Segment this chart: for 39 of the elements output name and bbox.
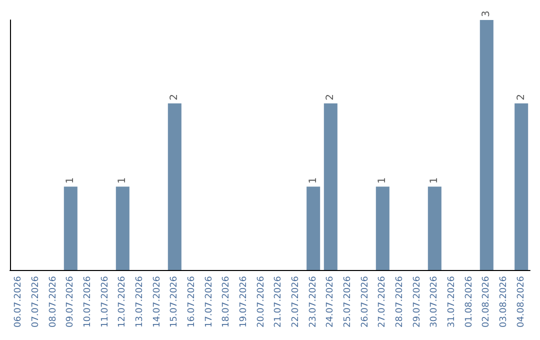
data-label: 1 xyxy=(429,177,440,184)
data-label: 1 xyxy=(65,177,76,184)
x-tick-label: 06.07.2026 xyxy=(14,276,24,328)
x-tick-label: 13.07.2026 xyxy=(135,276,145,328)
x-tick-label: 26.07.2026 xyxy=(360,276,370,328)
x-tick-label: 17.07.2026 xyxy=(204,276,214,328)
x-tick-label: 12.07.2026 xyxy=(118,276,128,328)
x-tick-label: 28.07.2026 xyxy=(395,276,405,328)
x-tick-label: 15.07.2026 xyxy=(170,276,180,328)
x-tick-label: 22.07.2026 xyxy=(291,276,301,328)
x-tick-label: 11.07.2026 xyxy=(100,276,110,328)
x-tick-label: 25.07.2026 xyxy=(343,276,353,328)
data-label: 2 xyxy=(516,94,527,100)
x-tick-label: 03.08.2026 xyxy=(499,276,509,328)
data-label: 2 xyxy=(169,94,180,100)
x-tick-label: 09.07.2026 xyxy=(66,276,76,328)
x-tick-label: 02.08.2026 xyxy=(482,276,492,328)
x-tick-label: 04.08.2026 xyxy=(516,276,526,328)
x-tick-label: 21.07.2026 xyxy=(274,276,284,328)
x-tick-label: 08.07.2026 xyxy=(48,276,58,328)
x-tick-label: 01.08.2026 xyxy=(464,276,474,328)
x-tick-label: 29.07.2026 xyxy=(412,276,422,328)
x-tick-label: 10.07.2026 xyxy=(83,276,93,328)
data-label: 3 xyxy=(481,10,492,17)
x-tick-label: 19.07.2026 xyxy=(239,276,249,328)
data-label: 1 xyxy=(377,177,388,184)
data-label: 1 xyxy=(308,177,319,184)
x-tick-label: 23.07.2026 xyxy=(308,276,318,328)
x-tick-label: 27.07.2026 xyxy=(378,276,388,328)
x-tick-label: 14.07.2026 xyxy=(152,276,162,328)
data-label: 1 xyxy=(117,177,128,184)
x-tick-label: 20.07.2026 xyxy=(256,276,266,328)
x-tick-label: 18.07.2026 xyxy=(222,276,232,328)
x-tick-label: 24.07.2026 xyxy=(326,276,336,328)
x-tick-label: 16.07.2026 xyxy=(187,276,197,328)
x-tick-label: 07.07.2026 xyxy=(31,276,41,328)
x-tick-label: 31.07.2026 xyxy=(447,276,457,328)
x-tick-label: 30.07.2026 xyxy=(430,276,440,328)
data-label: 2 xyxy=(325,94,336,100)
